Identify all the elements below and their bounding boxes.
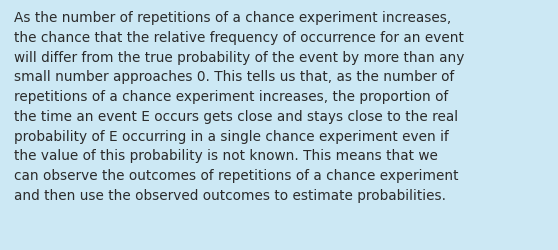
Text: As the number of repetitions of a chance experiment increases,
the chance that t: As the number of repetitions of a chance… xyxy=(14,11,464,202)
